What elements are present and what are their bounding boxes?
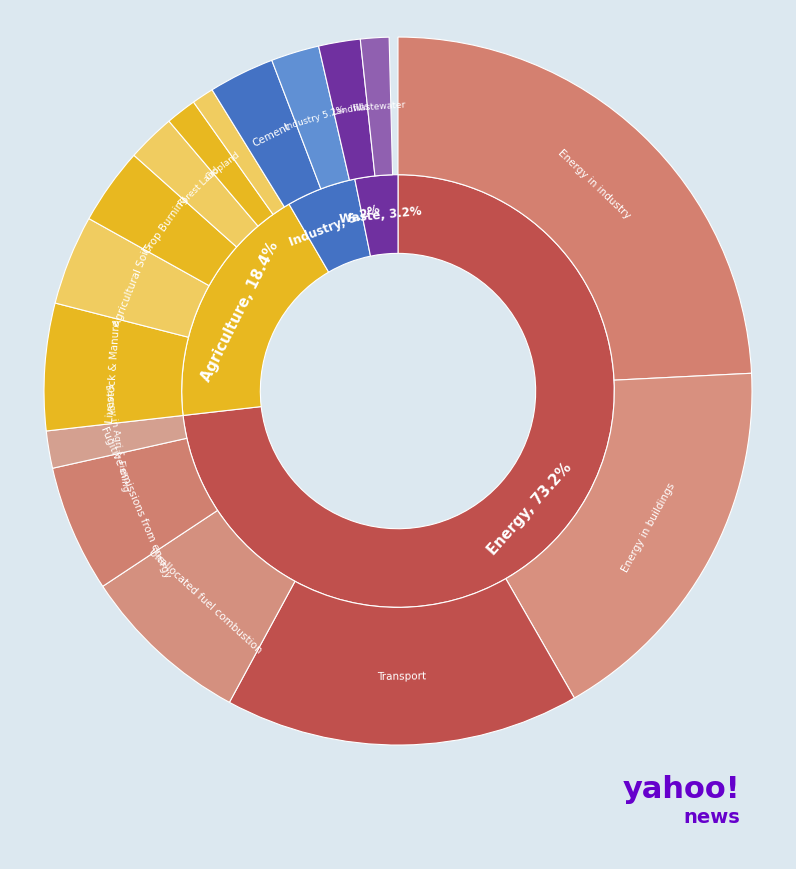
Wedge shape	[289, 179, 370, 272]
Text: Industry 5.2%: Industry 5.2%	[283, 105, 346, 132]
Text: Crop Burning: Crop Burning	[142, 195, 189, 256]
Text: Forest Land: Forest Land	[177, 165, 220, 209]
Wedge shape	[46, 415, 187, 468]
Text: Agriculture, 18.4%: Agriculture, 18.4%	[198, 239, 281, 384]
Wedge shape	[134, 121, 258, 247]
Wedge shape	[271, 46, 349, 189]
Text: Cement: Cement	[252, 122, 292, 149]
Wedge shape	[89, 156, 236, 286]
Text: Agricultural Soils: Agricultural Soils	[112, 242, 154, 328]
Wedge shape	[103, 510, 295, 702]
Wedge shape	[44, 303, 189, 431]
Text: Energy, 73.2%: Energy, 73.2%	[485, 460, 575, 558]
Wedge shape	[355, 175, 398, 256]
Wedge shape	[55, 219, 209, 337]
Wedge shape	[193, 90, 284, 215]
Text: Fugitive emissions from energy: Fugitive emissions from energy	[99, 426, 172, 580]
Text: Landfills: Landfills	[331, 103, 370, 117]
Text: Waste, 3.2%: Waste, 3.2%	[338, 204, 422, 226]
Text: yahoo!: yahoo!	[622, 775, 740, 804]
Wedge shape	[169, 102, 273, 226]
Text: Livestock & Manure: Livestock & Manure	[105, 320, 122, 423]
Wedge shape	[361, 37, 392, 176]
Text: Wastewater: Wastewater	[352, 100, 406, 113]
Text: Energy in industry: Energy in industry	[556, 148, 633, 221]
Text: Energy in Agri & Fishing: Energy in Agri & Fishing	[103, 384, 131, 493]
Wedge shape	[505, 374, 752, 698]
Text: news: news	[684, 808, 740, 827]
Text: Transport: Transport	[377, 671, 426, 681]
Text: Energy in buildings: Energy in buildings	[620, 481, 677, 574]
Wedge shape	[53, 438, 217, 587]
Text: Unallocated fuel combustion: Unallocated fuel combustion	[147, 547, 264, 655]
Wedge shape	[318, 39, 375, 180]
Wedge shape	[398, 37, 751, 380]
Text: Industry, 5.2%: Industry, 5.2%	[287, 202, 382, 249]
Wedge shape	[212, 60, 321, 207]
Text: Cropland: Cropland	[205, 149, 242, 182]
Wedge shape	[229, 579, 575, 745]
Wedge shape	[183, 175, 615, 607]
Wedge shape	[181, 204, 329, 415]
